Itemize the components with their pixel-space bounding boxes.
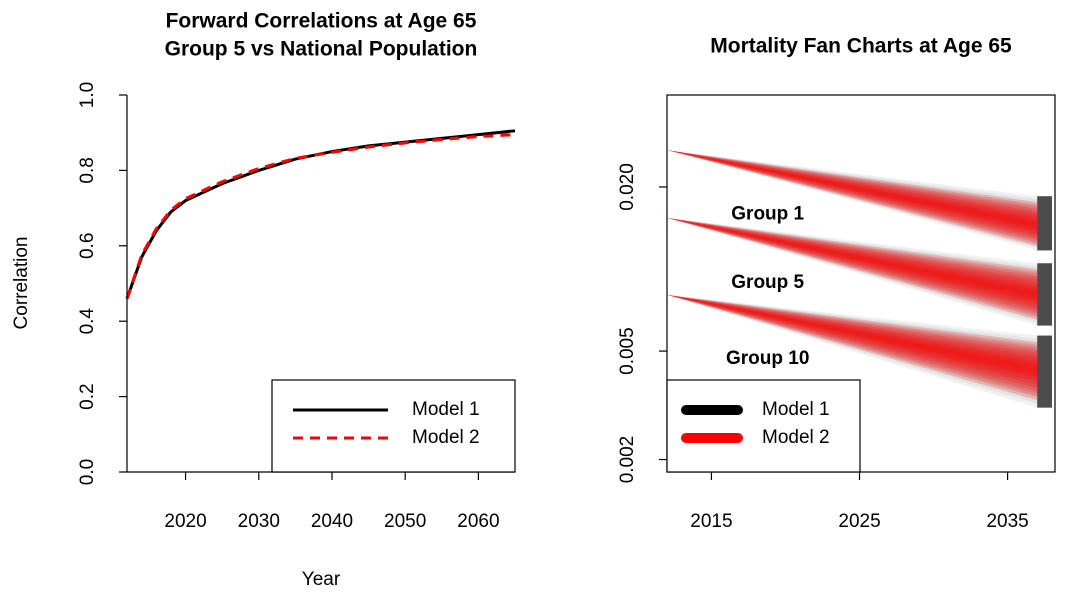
fan-band xyxy=(667,217,1038,305)
fan-band xyxy=(667,294,1038,374)
fan-band xyxy=(667,150,1038,231)
x-axis-label: Year xyxy=(302,569,341,590)
fan-band xyxy=(667,294,1038,397)
chart-title: Group 5 vs National Population xyxy=(165,38,478,61)
fan-band xyxy=(667,294,1038,385)
x-tick-label: 2015 xyxy=(690,511,732,532)
fan-band xyxy=(667,294,1038,392)
fan-band xyxy=(667,217,1038,323)
fan-band xyxy=(667,150,1038,245)
y-tick-label: 0.0 xyxy=(77,459,98,485)
fan-band xyxy=(667,294,1038,382)
fan-band xyxy=(667,217,1038,317)
x-tick-label: 2040 xyxy=(311,511,353,532)
fan-end xyxy=(1037,263,1052,326)
y-tick-label: 0.002 xyxy=(617,436,638,484)
y-axis-label: Correlation xyxy=(11,237,32,330)
fan-band xyxy=(667,294,1038,393)
legend-label: Model 1 xyxy=(762,399,830,420)
chart-title: Mortality Fan Charts at Age 65 xyxy=(710,35,1012,58)
fan-band xyxy=(667,150,1038,236)
series-line xyxy=(125,129,516,300)
fan-band xyxy=(667,217,1038,308)
x-tick-label: 2020 xyxy=(164,511,206,532)
plot-box xyxy=(666,94,1056,473)
legend-label: Model 1 xyxy=(412,399,480,420)
fan-band xyxy=(667,294,1038,381)
fan-band xyxy=(667,217,1038,305)
x-tick-label: 2060 xyxy=(457,511,499,532)
fan-band xyxy=(667,294,1038,395)
fan-band xyxy=(667,294,1038,378)
fan-band xyxy=(667,217,1038,318)
fan-band xyxy=(667,150,1038,228)
fan-band xyxy=(667,150,1038,243)
x-tick-label: 2050 xyxy=(384,511,426,532)
fan-band xyxy=(667,294,1038,389)
fan-band xyxy=(667,294,1038,385)
fan-band xyxy=(667,150,1038,230)
fan-band xyxy=(667,150,1038,233)
fan-band xyxy=(667,150,1038,228)
fan-band xyxy=(667,294,1038,404)
fan-band xyxy=(667,217,1038,300)
fan-band xyxy=(667,217,1038,311)
fan-end xyxy=(1037,196,1052,251)
fan-band xyxy=(667,150,1038,248)
fan-band xyxy=(667,217,1038,321)
fan-band xyxy=(667,217,1038,315)
y-tick-label: 0.020 xyxy=(617,163,638,211)
fan-band xyxy=(667,217,1038,326)
fan-band xyxy=(667,294,1038,379)
fan-band xyxy=(667,217,1038,301)
y-tick-label: 0.8 xyxy=(77,157,98,183)
fan-band xyxy=(667,294,1038,408)
group-label: Group 1 xyxy=(731,204,804,225)
group-label: Group 5 xyxy=(731,272,804,293)
fan-band xyxy=(667,150,1038,241)
fan-band xyxy=(667,294,1038,398)
fan-band xyxy=(667,150,1038,246)
fan-band xyxy=(667,150,1038,241)
fan-band xyxy=(667,217,1038,314)
fan-band xyxy=(667,294,1038,401)
legend-label: Model 2 xyxy=(762,427,830,448)
y-tick-label: 0.4 xyxy=(77,308,98,335)
y-tick-label: 0.005 xyxy=(617,327,638,375)
y-tick-label: 0.2 xyxy=(77,383,98,409)
fan-band xyxy=(667,150,1038,236)
fan-band xyxy=(667,150,1038,232)
fan-band xyxy=(667,150,1038,238)
fan-band xyxy=(667,150,1038,243)
legend-box xyxy=(271,379,516,473)
fan-band xyxy=(667,294,1038,401)
fan-band xyxy=(667,294,1038,388)
legend-label: Model 2 xyxy=(412,427,480,448)
series-line xyxy=(125,133,516,300)
fan-band xyxy=(667,217,1038,320)
x-tick-label: 2025 xyxy=(838,511,880,532)
fan-band xyxy=(667,217,1038,303)
fan-band xyxy=(667,150,1038,247)
group-label: Group 10 xyxy=(726,348,809,369)
fan-band xyxy=(667,294,1038,376)
fan-band xyxy=(667,217,1038,298)
fan-band xyxy=(667,217,1038,298)
fan-band xyxy=(667,294,1038,373)
x-tick-label: 2030 xyxy=(238,511,280,532)
chart-title: Forward Correlations at Age 65 xyxy=(166,10,477,33)
fan-end xyxy=(1037,335,1052,408)
fan-band xyxy=(667,150,1038,251)
x-tick-label: 2035 xyxy=(986,511,1028,532)
y-tick-label: 1.0 xyxy=(77,82,98,108)
fan-band xyxy=(667,150,1038,234)
y-tick-label: 0.6 xyxy=(77,233,98,259)
fan-band xyxy=(667,217,1038,308)
legend-box xyxy=(666,379,861,473)
fan-band xyxy=(667,217,1038,313)
fan-band xyxy=(667,150,1038,238)
fan-band xyxy=(667,217,1038,310)
